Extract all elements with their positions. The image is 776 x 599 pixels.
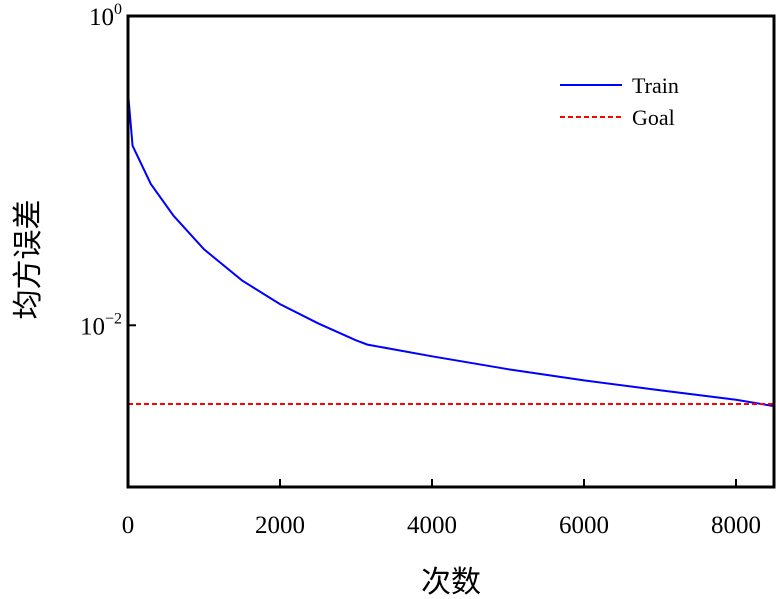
- x-tick-label: 6000: [559, 512, 609, 539]
- x-tick-label: 2000: [255, 512, 305, 539]
- legend-label-goal: Goal: [632, 105, 675, 130]
- x-tick-label: 0: [122, 512, 135, 539]
- y-tick-label: 100: [89, 1, 122, 31]
- x-tick-label: 8000: [711, 512, 761, 539]
- plot-area: [127, 92, 775, 408]
- axis-ticks: 0 2000 4000 6000 8000 100 10−2: [80, 1, 761, 539]
- x-tick-label: 4000: [407, 512, 457, 539]
- y-axis-title: 均方误差: [12, 200, 45, 320]
- y-tick-label: 10−2: [80, 310, 122, 340]
- series-line-train: [127, 92, 775, 408]
- legend: Train Goal: [560, 73, 679, 130]
- legend-label-train: Train: [632, 73, 679, 98]
- x-axis-title: 次数: [421, 566, 481, 599]
- axes-frame: [126, 14, 776, 489]
